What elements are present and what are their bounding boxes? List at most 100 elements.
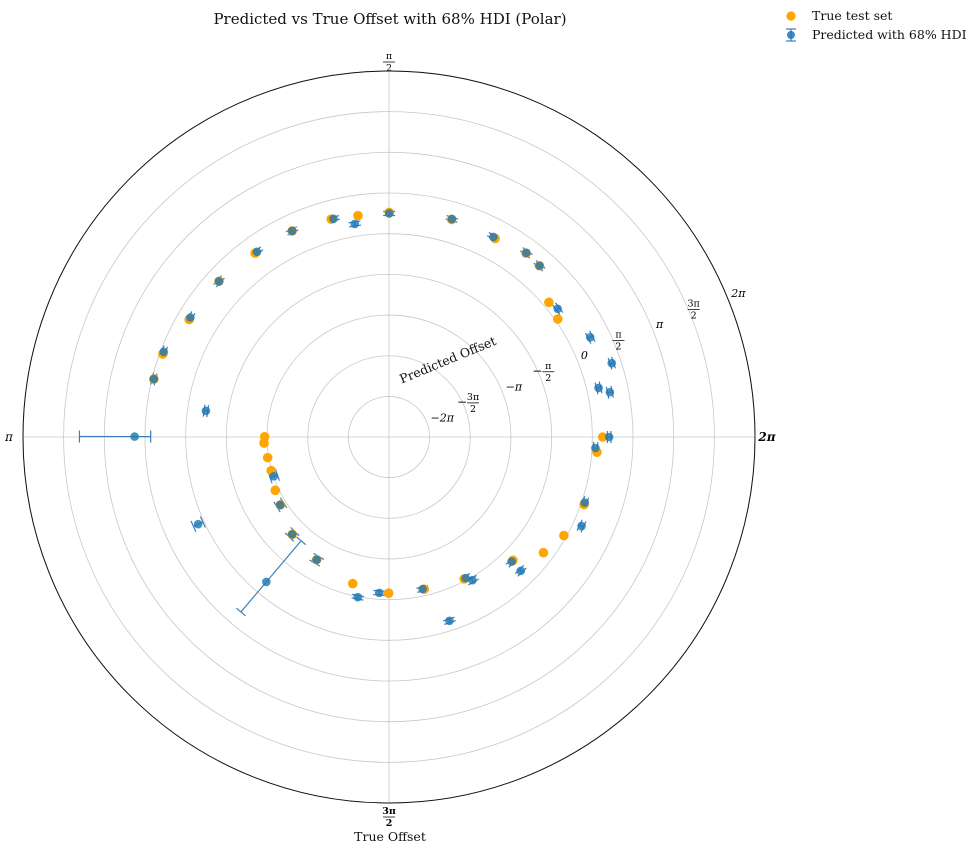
- tick-denominator: 2: [386, 63, 392, 74]
- predicted-point: [384, 209, 394, 218]
- tick-text: 0: [581, 349, 588, 362]
- radial-tick-label: 3π2: [687, 298, 699, 321]
- chart-title: Predicted vs True Offset with 68% HDI (P…: [213, 10, 567, 28]
- legend-marker-pred: [786, 27, 796, 42]
- predicted-point: [553, 304, 562, 314]
- angular-tick-label: 2π: [757, 430, 775, 444]
- hdi-error-bars: [78, 210, 616, 625]
- predicted-point: [447, 214, 457, 224]
- true-point: [552, 314, 563, 324]
- predicted-point: [353, 592, 363, 602]
- predicted-point: [591, 443, 600, 453]
- hdi-cap: [296, 536, 307, 546]
- radial-tick-label: − π2: [532, 361, 555, 384]
- radial-tick-label: −2π: [430, 411, 454, 424]
- radial-tick-label: π2: [612, 330, 625, 353]
- predicted-point: [489, 232, 498, 242]
- radial-tick-label: −3π2: [457, 392, 479, 415]
- predicted-point: [516, 566, 526, 576]
- predicted-point: [262, 577, 271, 587]
- polar-spine: [22, 70, 756, 804]
- predicted-point: [350, 219, 360, 229]
- radial-tick-label: 2π: [730, 287, 746, 300]
- tick-sign: −: [457, 395, 467, 409]
- predicted-points: [130, 209, 617, 626]
- angular-tick-label: π: [4, 430, 14, 444]
- predicted-point: [130, 432, 139, 441]
- tick-text: −π: [506, 380, 523, 393]
- polar-grid: [22, 70, 756, 804]
- angular-tick-label: π2: [382, 51, 395, 74]
- true-point: [353, 210, 363, 221]
- true-point: [544, 297, 554, 308]
- true-point: [559, 530, 569, 541]
- tick-text: 2π: [757, 430, 775, 444]
- predicted-point: [607, 358, 617, 368]
- legend-marker-true: [786, 10, 796, 21]
- radial-tick-label: −π: [506, 380, 523, 393]
- predicted-point: [445, 616, 454, 626]
- predicted-point: [214, 276, 224, 286]
- predicted-point: [605, 387, 615, 397]
- predicted-point: [594, 383, 603, 393]
- tick-numerator: π: [545, 361, 551, 372]
- tick-numerator: 3π: [687, 298, 699, 309]
- hdi-cap: [235, 607, 246, 617]
- legend-item-true: True test set: [780, 6, 967, 25]
- predicted-point: [577, 521, 586, 531]
- predicted-point: [585, 333, 595, 342]
- tick-numerator: π: [386, 51, 392, 62]
- radial-tick-label: 0: [581, 349, 588, 362]
- predicted-point: [186, 313, 195, 322]
- legend: True test set Predicted with 68% HDI: [780, 6, 967, 44]
- tick-denominator: 2: [615, 342, 621, 353]
- hdi-line: [240, 540, 302, 613]
- true-point: [270, 485, 281, 496]
- hdi-cap: [190, 520, 197, 533]
- true-point: [383, 588, 394, 598]
- predicted-point: [535, 261, 544, 271]
- legend-label-pred: Predicted with 68% HDI: [812, 27, 967, 42]
- true-point: [259, 438, 269, 448]
- predicted-point: [507, 557, 516, 566]
- tick-denominator: 2: [470, 404, 476, 415]
- tick-numerator: 3π: [467, 392, 479, 403]
- tick-text: π: [655, 318, 664, 331]
- predicted-point: [193, 519, 203, 529]
- hdi-error-bar: [78, 430, 152, 443]
- tick-numerator: 3π: [382, 806, 396, 817]
- predicted-point: [159, 347, 168, 357]
- hdi-error-bar: [235, 536, 307, 617]
- predicted-point: [580, 498, 590, 507]
- predicted-point: [604, 432, 614, 442]
- predicted-point: [275, 500, 285, 510]
- tick-denominator: 2: [545, 373, 551, 384]
- predicted-point: [269, 471, 279, 481]
- tick-text: π: [4, 430, 14, 444]
- true-point: [347, 578, 358, 589]
- predicted-point: [418, 584, 427, 594]
- tick-sign: −: [532, 364, 542, 378]
- predicted-point: [287, 226, 297, 236]
- legend-label-true: True test set: [812, 8, 893, 23]
- predicted-point: [522, 248, 531, 258]
- angular-tick-label: 3π2: [382, 806, 396, 829]
- tick-numerator: π: [615, 330, 621, 341]
- predicted-point: [374, 588, 384, 598]
- tick-denominator: 2: [386, 818, 393, 829]
- radial-tick-label: π: [655, 318, 664, 331]
- predicted-point: [201, 406, 211, 416]
- legend-item-pred: Predicted with 68% HDI: [780, 25, 967, 44]
- predicted-point: [461, 573, 470, 583]
- true-point: [262, 452, 273, 463]
- predicted-point: [329, 214, 338, 224]
- predicted-point: [468, 575, 477, 585]
- predicted-point: [287, 530, 297, 539]
- predicted-point: [252, 247, 262, 257]
- predicted-point: [149, 374, 159, 384]
- x-axis-label: True Offset: [354, 829, 426, 844]
- hdi-cap: [199, 516, 206, 528]
- true-point: [538, 547, 549, 558]
